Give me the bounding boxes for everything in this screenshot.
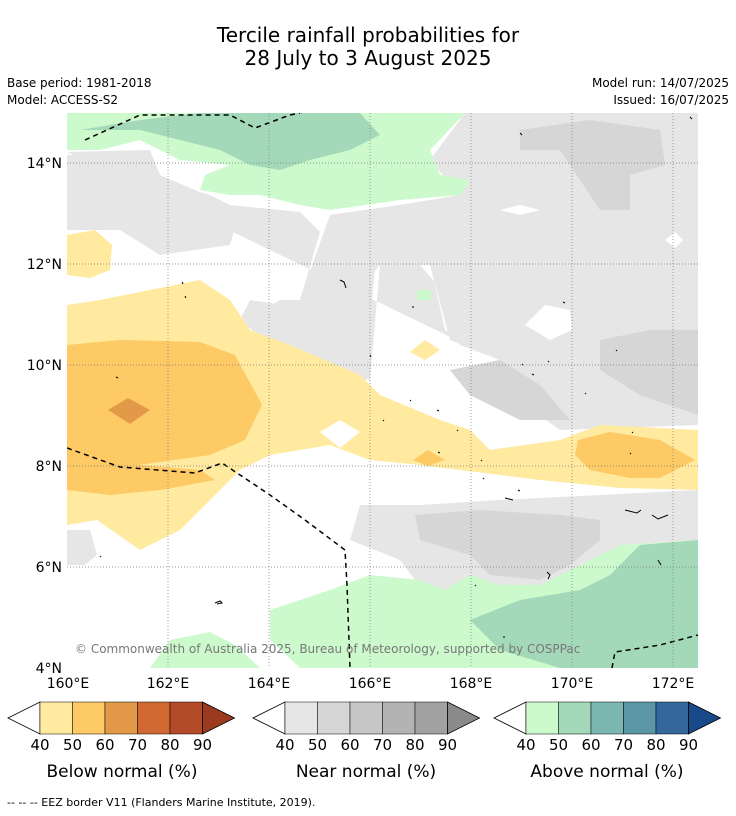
below-normal-colorbar: 40 50 60 70 80 90 xyxy=(7,701,236,754)
below-normal-mid-east xyxy=(575,432,695,478)
colorbar-low-extension xyxy=(7,701,41,735)
x-tick-label: 172°E xyxy=(652,676,695,692)
x-tick-label: 168°E xyxy=(450,676,493,692)
above-normal-small xyxy=(417,290,431,300)
y-axis-ticks: 14°N 12°N 10°N 8°N 6°N 4°N xyxy=(27,156,62,677)
colorbar-swatch xyxy=(39,701,73,735)
colorbar-swatch xyxy=(525,701,559,735)
y-tick-label: 8°N xyxy=(36,459,62,475)
colorbar-low-extension xyxy=(252,701,286,735)
colorbar-high-extension xyxy=(202,701,236,735)
white-hole-1 xyxy=(525,305,572,340)
near-normal-colorbar: 40 50 60 70 80 90 xyxy=(252,701,481,754)
colorbar-swatch xyxy=(623,701,657,735)
colorbar-tick-label: 80 xyxy=(646,736,665,754)
y-tick-label: 6°N xyxy=(36,560,62,576)
near-normal-region-west xyxy=(67,152,240,255)
y-tick-label: 10°N xyxy=(27,358,62,374)
below-normal-high-core xyxy=(108,398,150,424)
below-normal-mid-west xyxy=(67,340,262,470)
colorbar-high-extension xyxy=(447,701,481,735)
colorbar-swatch xyxy=(169,701,203,735)
colorbar-tick-label: 70 xyxy=(373,736,392,754)
colorbar-tick-label: 90 xyxy=(193,736,212,754)
near-normal-region-north-fill xyxy=(250,113,698,430)
below-normal-mid-west-lower xyxy=(67,465,215,495)
x-tick-label: 164°E xyxy=(248,676,291,692)
base-period: Base period: 1981-2018 xyxy=(7,76,152,90)
eez-footnote: -- -- -- EEZ border V11 (Flanders Marine… xyxy=(7,796,316,809)
colorbar-swatch xyxy=(382,701,416,735)
white-hole-3 xyxy=(665,232,683,248)
issued-date: Issued: 16/07/2025 xyxy=(613,93,729,107)
colorbar-swatch xyxy=(590,701,624,735)
x-axis-ticks: 160°E 162°E 164°E 166°E 168°E 170°E 172°… xyxy=(47,676,695,692)
colorbar-swatch xyxy=(558,701,592,735)
colorbar-tick-label: 90 xyxy=(679,736,698,754)
near-normal-region-sw xyxy=(67,530,97,565)
colorbar-tick-label: 40 xyxy=(30,736,49,754)
above-normal-legend-label: Above normal (%) xyxy=(530,762,684,782)
model-name: Model: ACCESS-S2 xyxy=(7,93,119,107)
colorbar-tick-label: 60 xyxy=(340,736,359,754)
colorbar-tick-label: 90 xyxy=(438,736,457,754)
model-run: Model run: 14/07/2025 xyxy=(591,76,729,90)
below-normal-mid-small xyxy=(413,450,445,466)
colorbar-swatch xyxy=(72,701,106,735)
x-tick-label: 166°E xyxy=(349,676,392,692)
below-normal-region-main xyxy=(67,280,698,550)
island-markers xyxy=(99,116,693,638)
map-title-line2: 28 July to 3 August 2025 xyxy=(244,46,492,70)
below-normal-white-notch xyxy=(320,420,360,448)
colorbar-swatch xyxy=(137,701,171,735)
colorbar-tick-label: 80 xyxy=(405,736,424,754)
near-normal-legend-label: Near normal (%) xyxy=(295,762,437,782)
colorbar-tick-label: 80 xyxy=(160,736,179,754)
copyright-notice: © Commonwealth of Australia 2025, Bureau… xyxy=(75,642,580,656)
colorbar-swatch xyxy=(317,701,351,735)
above-normal-darker-north xyxy=(80,113,380,170)
colorbar-swatch xyxy=(284,701,318,735)
white-hole-2 xyxy=(500,205,540,215)
above-normal-region-sw xyxy=(150,632,260,668)
y-tick-label: 4°N xyxy=(36,661,62,677)
below-normal-region-nw xyxy=(67,230,112,278)
near-normal-darker-north xyxy=(520,120,665,210)
map-title-line1: Tercile rainfall probabilities for xyxy=(216,23,520,47)
colorbar-tick-label: 50 xyxy=(308,736,327,754)
colorbar-swatch xyxy=(104,701,138,735)
colorbar-tick-label: 70 xyxy=(614,736,633,754)
colorbar-swatch xyxy=(349,701,383,735)
colorbar-tick-label: 40 xyxy=(275,736,294,754)
x-tick-label: 162°E xyxy=(147,676,190,692)
colorbar-tick-label: 50 xyxy=(549,736,568,754)
above-normal-darker-south xyxy=(470,540,698,668)
eez-borders xyxy=(67,113,698,668)
colorbar-swatch xyxy=(414,701,448,735)
colorbar-tick-label: 70 xyxy=(128,736,147,754)
near-normal-darker-east xyxy=(600,330,698,415)
colorbar-tick-label: 60 xyxy=(95,736,114,754)
colorbar-low-extension xyxy=(493,701,527,735)
colorbar-tick-label: 50 xyxy=(63,736,82,754)
colorbar-high-extension xyxy=(688,701,722,735)
below-normal-legend-label: Below normal (%) xyxy=(46,762,198,782)
colorbar-swatch xyxy=(655,701,689,735)
near-normal-darker-central xyxy=(450,360,570,420)
colorbar-tick-label: 40 xyxy=(516,736,535,754)
gridlines xyxy=(67,113,698,668)
y-tick-label: 12°N xyxy=(27,257,62,273)
y-tick-label: 14°N xyxy=(27,156,62,172)
below-normal-small xyxy=(410,340,440,360)
colorbar-tick-label: 60 xyxy=(581,736,600,754)
above-normal-colorbar: 40 50 60 70 80 90 xyxy=(493,701,722,754)
map-plot-area: © Commonwealth of Australia 2025, Bureau… xyxy=(67,113,698,668)
x-tick-label: 170°E xyxy=(551,676,594,692)
near-normal-darker-south xyxy=(415,510,600,580)
legend-colorbars: 40 50 60 70 80 90 40 50 60 70 80 90 40 50 60 70 80 90 xyxy=(7,701,722,754)
x-tick-label: 160°E xyxy=(47,676,90,692)
